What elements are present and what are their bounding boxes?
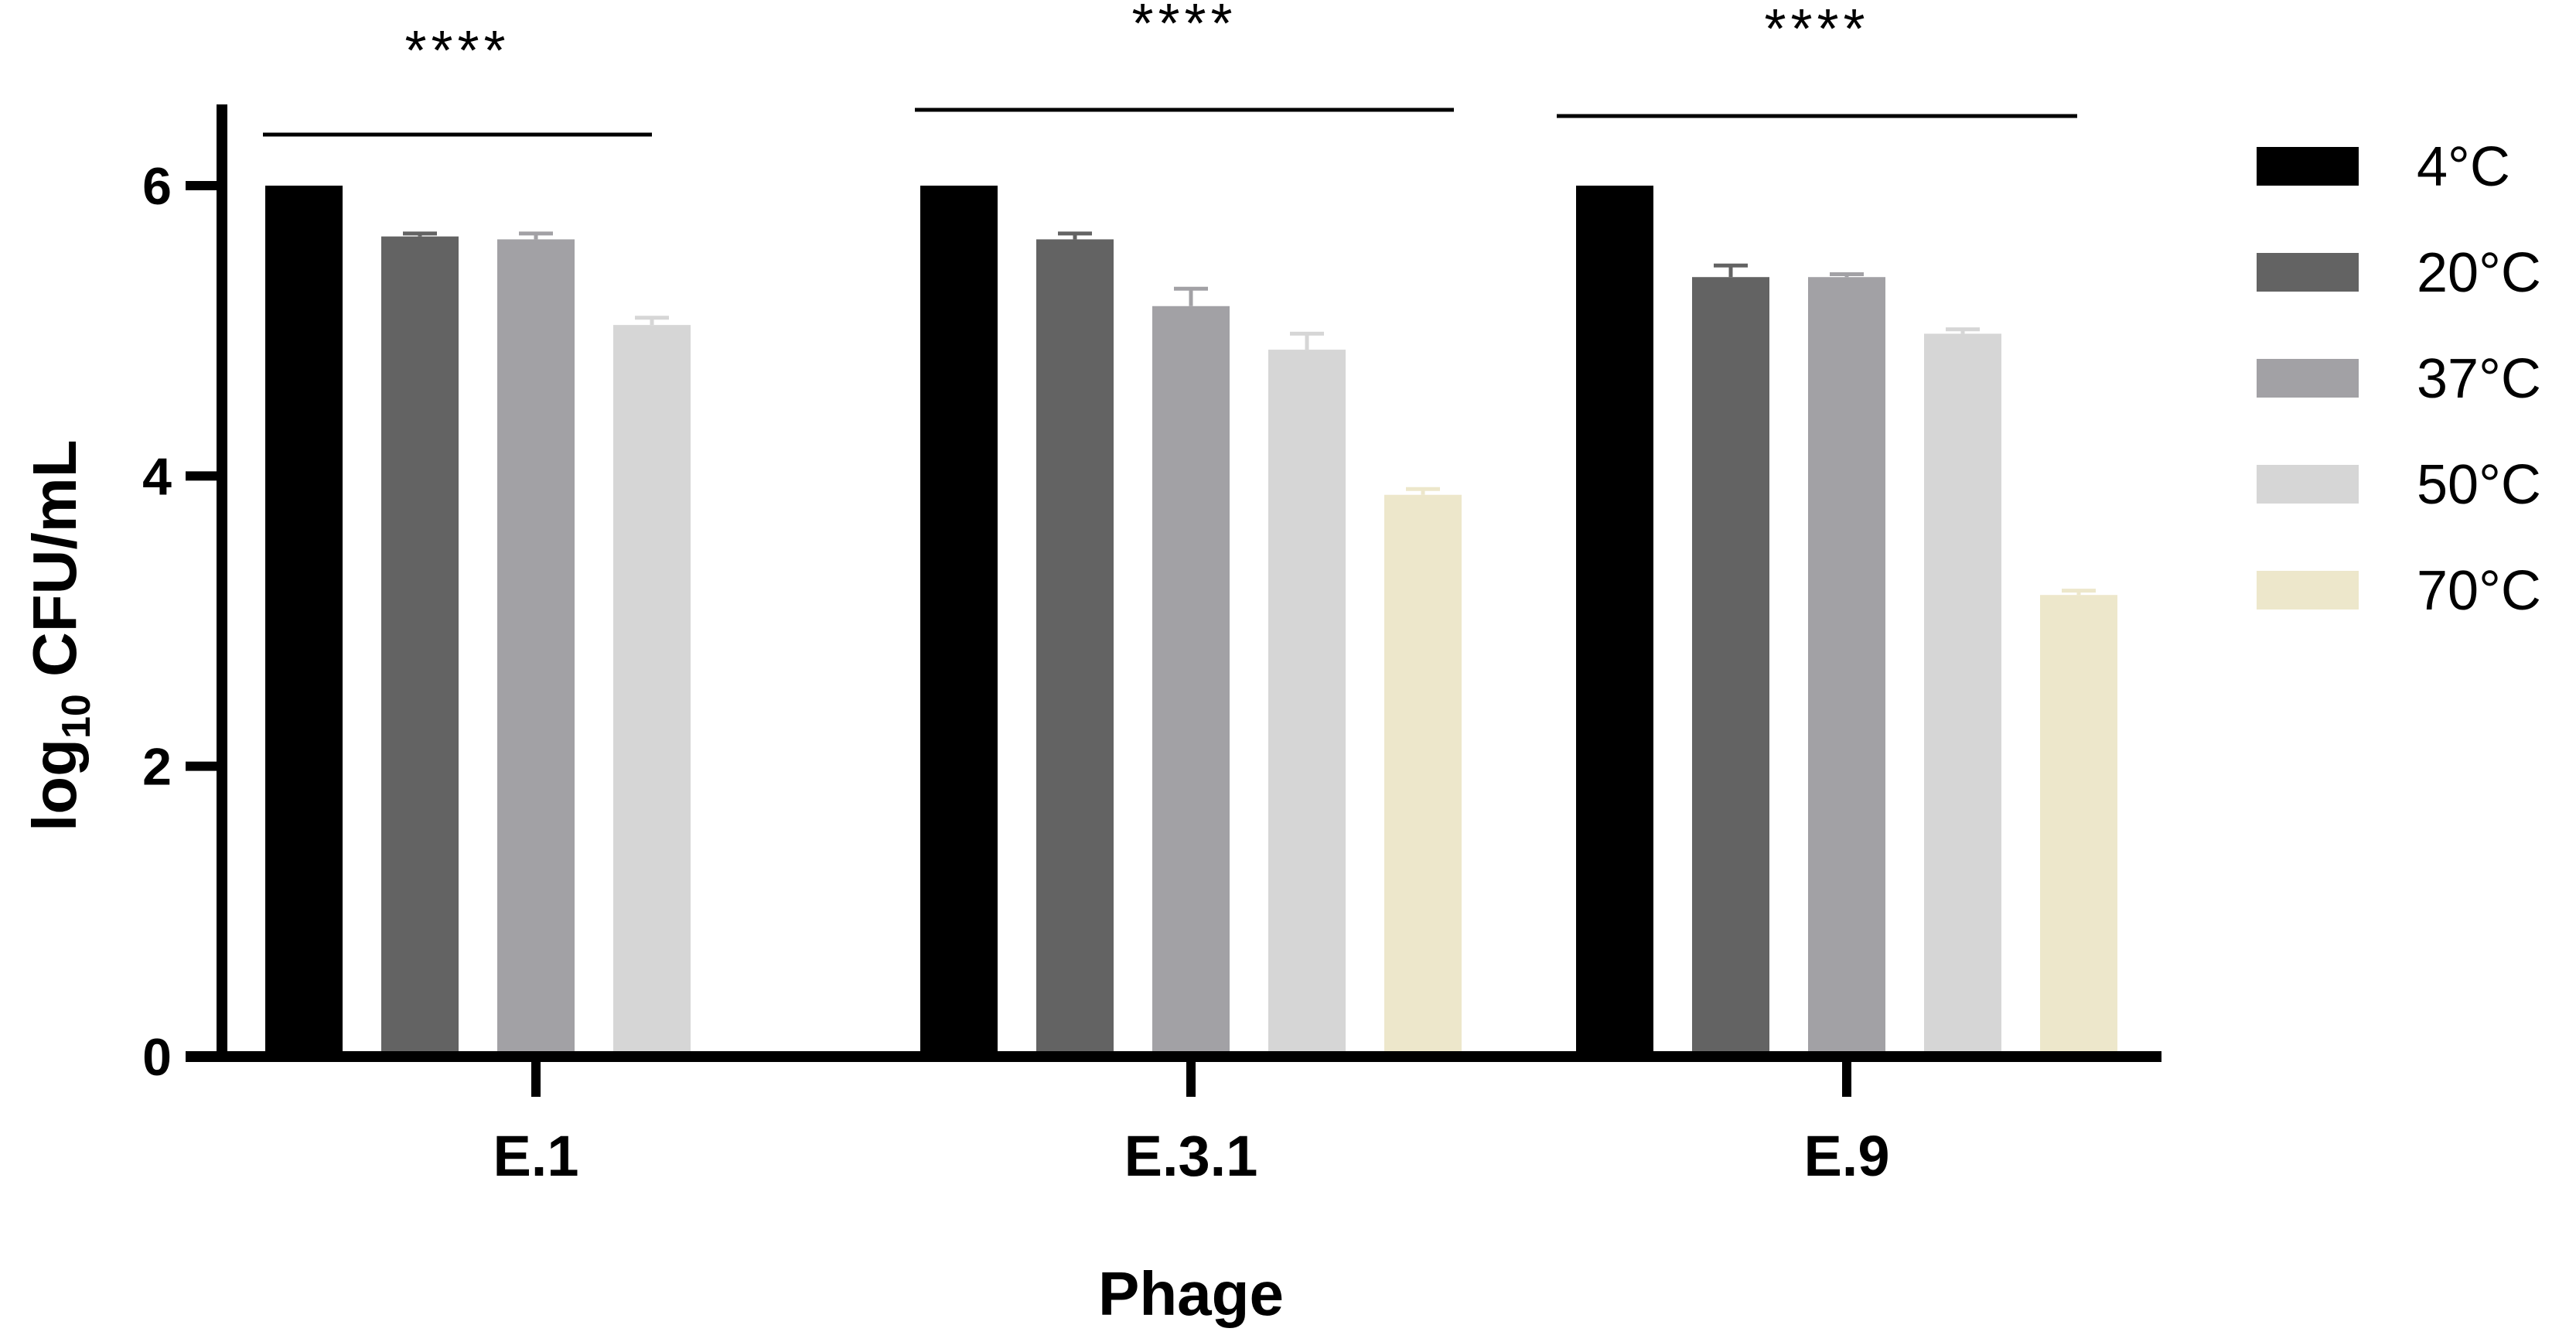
x-tick-label-E.1: E.1 — [493, 1124, 578, 1188]
legend-swatch-37°C — [2257, 359, 2359, 398]
bar-E.1-4°C — [265, 186, 343, 1057]
bar-E.9-4°C — [1576, 186, 1653, 1057]
bar-E.9-20°C — [1692, 277, 1769, 1057]
bar-E.9-70°C — [2040, 595, 2117, 1057]
bar-E.3.1-70°C — [1384, 494, 1462, 1057]
y-tick-label-2: 2 — [142, 738, 172, 797]
y-tick-label-0: 0 — [142, 1028, 172, 1087]
y-axis-title-sub: 10 — [54, 694, 99, 739]
bar-E.1-37°C — [497, 239, 575, 1057]
bar-E.3.1-37°C — [1152, 306, 1230, 1057]
bar-E.1-20°C — [381, 236, 459, 1057]
significance-layer: **** **** **** — [263, 0, 2077, 137]
significance-label-E.1: **** — [404, 20, 510, 82]
x-tick-label-E.9: E.9 — [1803, 1124, 1889, 1188]
legend-label-70°C: 70°C — [2417, 560, 2541, 622]
legend-label-4°C: 4°C — [2417, 136, 2510, 198]
legend-label-20°C: 20°C — [2417, 242, 2541, 304]
legend-swatch-70°C — [2257, 571, 2359, 610]
x-tick-label-E.3.1: E.3.1 — [1124, 1124, 1258, 1188]
bars-layer — [265, 186, 2117, 1057]
error-bars-layer — [403, 231, 2096, 596]
y-axis-title-log: log — [20, 739, 89, 831]
bar-E.3.1-20°C — [1036, 239, 1114, 1057]
legend-swatch-20°C — [2257, 253, 2359, 292]
legend-swatch-4°C — [2257, 147, 2359, 186]
legend: 4°C 20°C 37°C 50°C 70°C — [2257, 136, 2541, 622]
bar-E.3.1-50°C — [1268, 350, 1346, 1057]
y-tick-label-6: 6 — [142, 157, 172, 216]
y-tick-label-4: 4 — [142, 447, 172, 506]
bar-E.9-50°C — [1924, 333, 2001, 1057]
bar-E.9-37°C — [1808, 277, 1885, 1057]
legend-swatch-50°C — [2257, 465, 2359, 504]
y-axis-title: log10 CFU/mL — [20, 439, 99, 831]
legend-label-37°C: 37°C — [2417, 348, 2541, 410]
y-ticks-layer: 0 2 4 6 — [142, 157, 222, 1087]
y-axis-title-rest: CFU/mL — [20, 439, 89, 694]
significance-label-E.9: **** — [1764, 0, 1869, 60]
x-ticks-layer: E.1 E.3.1 E.9 — [493, 1057, 1890, 1188]
significance-label-E.3.1: **** — [1131, 0, 1237, 55]
legend-label-50°C: 50°C — [2417, 454, 2541, 516]
x-axis-title: Phage — [1098, 1259, 1284, 1328]
bar-E.1-50°C — [613, 325, 691, 1057]
bar-E.3.1-4°C — [920, 186, 998, 1057]
